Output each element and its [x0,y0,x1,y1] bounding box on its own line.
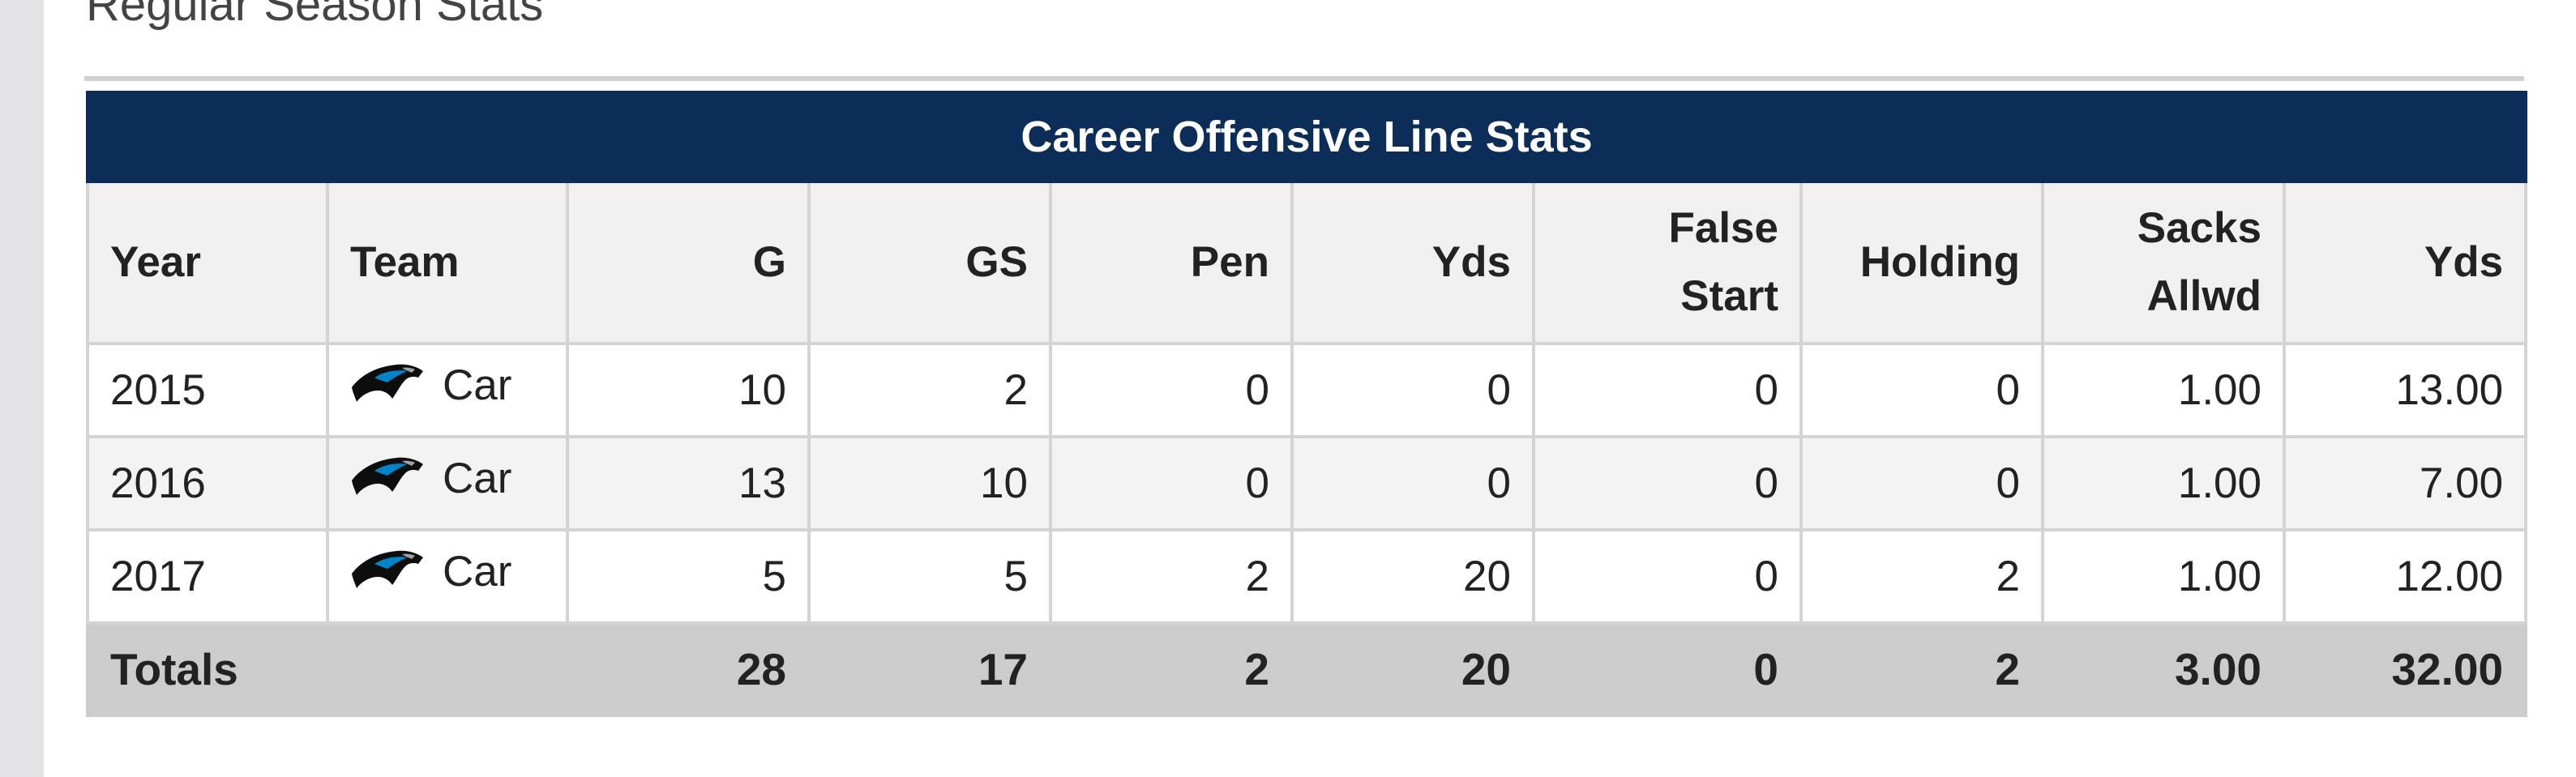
cell-penalties: 0 [1049,435,1294,532]
table-header-row: Year Team G GS Pen Yds False Start Holdin… [86,180,2528,345]
cell-sack-yards: 12.00 [2282,528,2528,625]
cell-penalties: 0 [1049,342,1294,438]
col-header-penalties[interactable]: Pen [1049,180,1294,345]
cell-year: 2015 [86,342,329,438]
team-abbrev[interactable]: Car [443,455,512,502]
total-penalty-yards: 20 [1290,621,1535,717]
cell-games: 13 [566,435,811,532]
total-penalties: 2 [1049,621,1294,717]
cell-sacks-allowed: 1.00 [2041,528,2286,625]
career-offensive-line-stats-table: Career Offensive Line Stats Year Team G … [85,91,2528,717]
total-games-started: 17 [807,621,1052,717]
cell-team: Car [326,528,569,625]
cell-false-start: 0 [1532,528,1803,625]
panther-logo-icon[interactable] [350,360,425,410]
cell-holding: 0 [1799,342,2044,438]
cell-sacks-allowed: 1.00 [2041,435,2286,532]
col-header-year[interactable]: Year [86,180,329,345]
cell-team: Car [326,342,569,438]
cell-games: 5 [566,528,811,625]
total-sacks-allowed: 3.00 [2041,621,2286,717]
team-abbrev[interactable]: Car [443,548,512,596]
left-sidebar-rail [0,0,44,777]
cell-sack-yards: 7.00 [2282,435,2528,532]
cell-penalties: 2 [1049,528,1294,625]
col-header-sacks-allowed[interactable]: Sacks Allwd [2041,180,2286,345]
panther-logo-icon[interactable] [350,453,425,503]
cell-games-started: 10 [807,435,1052,532]
table-caption: Career Offensive Line Stats [85,91,2528,183]
total-false-start: 0 [1532,621,1803,717]
cell-penalty-yards: 20 [1290,528,1535,625]
section-title: Regular Season Stats [86,0,544,31]
col-header-games-started[interactable]: GS [807,180,1052,345]
col-header-team[interactable]: Team [326,180,569,345]
cell-penalty-yards: 0 [1290,342,1535,438]
title-divider [84,76,2524,81]
cell-holding: 2 [1799,528,2044,625]
table-row: 2016 Car 13 10 0 0 0 0 1.00 7.00 [86,435,2528,532]
total-sack-yards: 32.00 [2282,621,2528,717]
cell-games-started: 5 [807,528,1052,625]
panther-logo-icon[interactable] [350,546,425,596]
col-header-games[interactable]: G [566,180,811,345]
cell-games-started: 2 [807,342,1052,438]
table-row: 2017 Car 5 5 2 20 0 2 1.00 12.00 [86,528,2528,625]
cell-sacks-allowed: 1.00 [2041,342,2286,438]
cell-year: 2017 [86,528,329,625]
col-header-penalty-yards[interactable]: Yds [1290,180,1535,345]
team-abbrev[interactable]: Car [443,361,512,409]
cell-false-start: 0 [1532,342,1803,438]
total-games: 28 [566,621,811,717]
cell-team: Car [326,435,569,532]
cell-holding: 0 [1799,435,2044,532]
totals-label: Totals [86,621,569,717]
col-header-holding[interactable]: Holding [1799,180,2044,345]
cell-games: 10 [566,342,811,438]
cell-penalty-yards: 0 [1290,435,1535,532]
table-row: 2015 Car 10 2 0 0 0 0 1.00 13.00 [86,342,2528,438]
cell-year: 2016 [86,435,329,532]
totals-row: Totals 28 17 2 20 0 2 3.00 32.00 [86,621,2528,717]
cell-false-start: 0 [1532,435,1803,532]
col-header-false-start[interactable]: False Start [1532,180,1803,345]
cell-sack-yards: 13.00 [2282,342,2528,438]
col-header-sack-yards[interactable]: Yds [2282,180,2528,345]
total-holding: 2 [1799,621,2044,717]
